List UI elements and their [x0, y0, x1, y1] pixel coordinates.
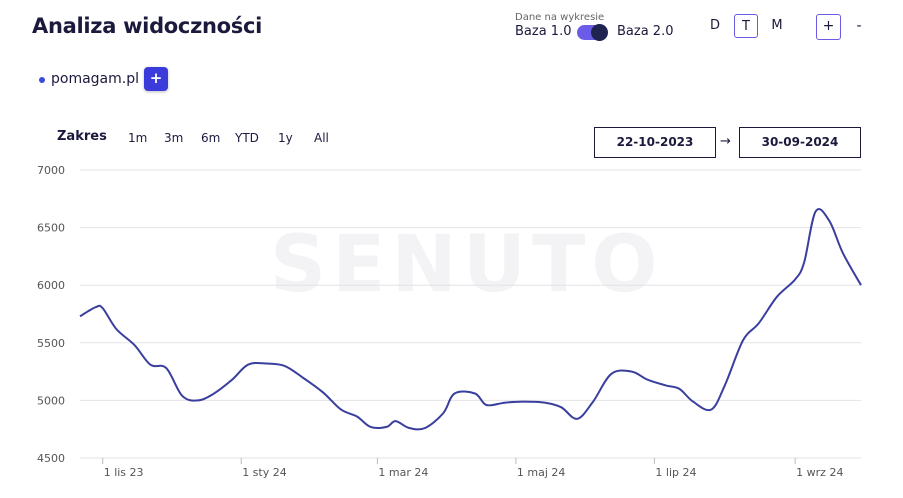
- x-tick-label: 1 mar 24: [378, 466, 428, 479]
- y-tick-label: 6500: [37, 222, 65, 235]
- zoom-out-button[interactable]: -: [856, 18, 862, 34]
- range-all-button[interactable]: All: [314, 131, 329, 145]
- range-ytd-button[interactable]: YTD: [235, 131, 259, 145]
- granularity-day-button[interactable]: D: [709, 18, 720, 33]
- x-tick-label: 1 wrz 24: [796, 466, 843, 479]
- x-tick-label: 1 lip 24: [655, 466, 696, 479]
- range-3m-button[interactable]: 3m: [164, 131, 184, 145]
- y-tick-label: 5500: [37, 337, 65, 350]
- granularity-month-button[interactable]: M: [771, 18, 783, 33]
- data-base-caption: Dane na wykresie: [515, 12, 605, 23]
- x-tick-label: 1 sty 24: [242, 466, 287, 479]
- y-axis-ticks: 4500 5000 5500 6000 6500 7000: [37, 164, 65, 465]
- chart-series: [79, 208, 862, 431]
- date-arrow-icon: →: [720, 134, 731, 149]
- y-tick-label: 6000: [37, 279, 65, 292]
- domain-label: pomagam.pl: [51, 71, 139, 87]
- range-label: Zakres: [57, 129, 107, 144]
- granularity-week-button[interactable]: T: [734, 14, 758, 38]
- base-1-label: Baza 1.0: [515, 24, 572, 39]
- chart-grid: [80, 169, 861, 459]
- toggle-knob: [591, 24, 608, 41]
- date-from-input[interactable]: 22-10-2023: [594, 127, 716, 158]
- date-to-input[interactable]: 30-09-2024: [739, 127, 861, 158]
- zoom-in-button[interactable]: +: [816, 14, 841, 40]
- base-2-label: Baza 2.0: [617, 24, 674, 39]
- series-line: [79, 208, 862, 431]
- y-tick-label: 4500: [37, 452, 65, 465]
- domain-color-dot: [39, 77, 45, 83]
- x-axis-ticks: 1 lis 23 1 sty 24 1 mar 24 1 maj 24 1 lip 24…: [102, 458, 843, 479]
- range-6m-button[interactable]: 6m: [201, 131, 221, 145]
- y-tick-label: 5000: [37, 394, 65, 407]
- add-domain-button[interactable]: +: [144, 67, 168, 91]
- watermark-logo: SENUTO: [270, 220, 664, 310]
- x-tick-label: 1 maj 24: [517, 466, 566, 479]
- range-1m-button[interactable]: 1m: [128, 131, 148, 145]
- range-1y-button[interactable]: 1y: [278, 131, 293, 145]
- base-toggle[interactable]: [577, 24, 608, 41]
- x-tick-label: 1 lis 23: [104, 466, 144, 479]
- page-title: Analiza widoczności: [32, 14, 263, 38]
- y-tick-label: 7000: [37, 164, 65, 177]
